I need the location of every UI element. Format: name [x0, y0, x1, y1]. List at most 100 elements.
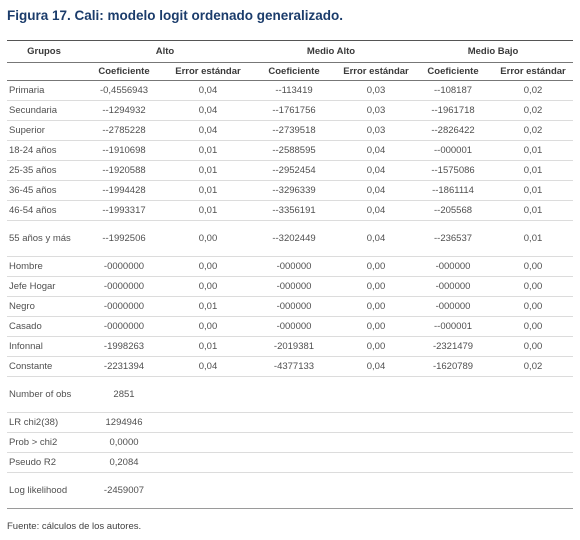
group-header-medio-bajo: Medio Bajo [413, 40, 574, 63]
error-estandar-cell [493, 432, 574, 453]
row-label: Pseudo R2 [7, 452, 81, 473]
row-label: Number of obs [7, 376, 81, 413]
coeficiente-cell [413, 412, 494, 433]
coeficiente-cell [249, 412, 339, 433]
row-label: Superior [7, 120, 81, 141]
coeficiente-cell [249, 376, 339, 413]
error-estandar-cell [493, 376, 574, 413]
table-row: Prob > chi2 0,0000 [7, 432, 574, 453]
coeficiente-cell: -2231394 [81, 356, 167, 377]
error-estandar-cell [167, 376, 249, 413]
error-estandar-cell: 0,04 [167, 80, 249, 101]
subheader-empty [7, 62, 81, 81]
error-estandar-cell: 0,01 [493, 200, 574, 221]
coeficiente-cell: -0000000 [81, 296, 167, 317]
table-row: Superior --2785228 0,04 --2739518 0,03 --2826… [7, 120, 574, 141]
error-estandar-cell [167, 432, 249, 453]
table-row: LR chi2(38) 1294946 [7, 412, 574, 433]
coeficiente-cell: --1910698 [81, 140, 167, 161]
coeficiente-cell: --113419 [249, 80, 339, 101]
coeficiente-cell: -000000 [249, 256, 339, 277]
coeficiente-cell: -4377133 [249, 356, 339, 377]
coeficiente-cell: --1961718 [413, 100, 494, 121]
subheader-error-estandar: Error estándar [339, 62, 414, 81]
coeficiente-cell: -000000 [413, 256, 494, 277]
coeficiente-cell: --1294932 [81, 100, 167, 121]
coeficiente-cell: --000001 [413, 140, 494, 161]
coeficiente-cell: -2019381 [249, 336, 339, 357]
error-estandar-cell: 0,04 [339, 220, 414, 257]
row-label: Negro [7, 296, 81, 317]
coeficiente-cell [249, 432, 339, 453]
row-label: Infonnal [7, 336, 81, 357]
error-estandar-cell: 0,03 [339, 120, 414, 141]
table-row: Secundaria --1294932 0,04 --1761756 0,03 --19… [7, 100, 574, 121]
coeficiente-cell: --108187 [413, 80, 494, 101]
error-estandar-cell [167, 452, 249, 473]
error-estandar-cell: 0,00 [167, 220, 249, 257]
group-header-alto: Alto [81, 40, 249, 63]
coeficiente-cell: -000000 [249, 296, 339, 317]
table-row: Primaria -0,4556943 0,04 --113419 0,03 --1081… [7, 80, 574, 101]
error-estandar-cell: 0,00 [339, 276, 414, 297]
table-row: Hombre -0000000 0,00 -000000 0,00 -000000 0,00 [7, 256, 574, 277]
row-label: 18-24 años [7, 140, 81, 161]
table-row: Jefe Hogar -0000000 0,00 -000000 0,00 -000000… [7, 276, 574, 297]
error-estandar-cell: 0,04 [167, 120, 249, 141]
coeficiente-cell: -2459007 [81, 472, 167, 509]
table-row: 36-45 años --1994428 0,01 --3296339 0,04 --18… [7, 180, 574, 201]
error-estandar-cell: 0,04 [339, 180, 414, 201]
coeficiente-cell: -0000000 [81, 256, 167, 277]
row-label: LR chi2(38) [7, 412, 81, 433]
error-estandar-cell: 0,04 [339, 140, 414, 161]
table-row: Infonnal -1998263 0,01 -2019381 0,00 -2321479… [7, 336, 574, 357]
subheader-error-estandar: Error estándar [167, 62, 249, 81]
error-estandar-cell: 0,01 [493, 180, 574, 201]
error-estandar-cell: 0,00 [493, 336, 574, 357]
coeficiente-cell [413, 472, 494, 509]
coeficiente-cell: --236537 [413, 220, 494, 257]
table-row: 18-24 años --1910698 0,01 --2588595 0,04 --00… [7, 140, 574, 161]
error-estandar-cell [339, 432, 414, 453]
footnote: Fuente: cálculos de los autores. [7, 521, 142, 532]
table-row: Negro -0000000 0,01 -000000 0,00 -000000 0,00 [7, 296, 574, 317]
error-estandar-cell: 0,02 [493, 356, 574, 377]
coeficiente-cell: --1861114 [413, 180, 494, 201]
coeficiente-cell [413, 376, 494, 413]
table-row: 55 años y más --1992506 0,00 --3202449 0,04-… [7, 220, 574, 257]
coeficiente-cell: --1920588 [81, 160, 167, 181]
coeficiente-cell: --3296339 [249, 180, 339, 201]
subheader-row: Coeficiente Error estándar Coeficiente E… [7, 62, 574, 81]
error-estandar-cell: 0,00 [339, 256, 414, 277]
error-estandar-cell: 0,01 [167, 336, 249, 357]
error-estandar-cell: 0,03 [339, 80, 414, 101]
row-label: 46-54 años [7, 200, 81, 221]
error-estandar-cell: 0,00 [493, 276, 574, 297]
coeficiente-cell: -1620789 [413, 356, 494, 377]
row-label: Hombre [7, 256, 81, 277]
error-estandar-cell: 0,01 [493, 140, 574, 161]
error-estandar-cell [167, 472, 249, 509]
coeficiente-cell: --1761756 [249, 100, 339, 121]
coeficiente-cell: -2321479 [413, 336, 494, 357]
row-label: 55 años y más [7, 220, 81, 257]
coeficiente-cell: --1993317 [81, 200, 167, 221]
error-estandar-cell: 0,01 [493, 160, 574, 181]
error-estandar-cell: 0,00 [339, 296, 414, 317]
table-row: 46-54 años --1993317 0,01 --3356191 0,04 --20… [7, 200, 574, 221]
error-estandar-cell: 0,04 [339, 160, 414, 181]
error-estandar-cell: 0,00 [493, 256, 574, 277]
coeficiente-cell: -1998263 [81, 336, 167, 357]
table-row: 25-35 años --1920588 0,01 --2952454 0,04 --15… [7, 160, 574, 181]
subheader-error-estandar: Error estándar [493, 62, 574, 81]
coeficiente-cell: 2851 [81, 376, 167, 413]
coeficiente-cell: --000001 [413, 316, 494, 337]
table-row: Pseudo R2 0,2084 [7, 452, 574, 473]
row-label: 25-35 años [7, 160, 81, 181]
error-estandar-cell [339, 412, 414, 433]
coeficiente-cell: -000000 [413, 296, 494, 317]
coeficiente-cell: --2826422 [413, 120, 494, 141]
error-estandar-cell: 0,04 [167, 100, 249, 121]
subheader-coeficiente: Coeficiente [249, 62, 339, 81]
coeficiente-cell [249, 472, 339, 509]
